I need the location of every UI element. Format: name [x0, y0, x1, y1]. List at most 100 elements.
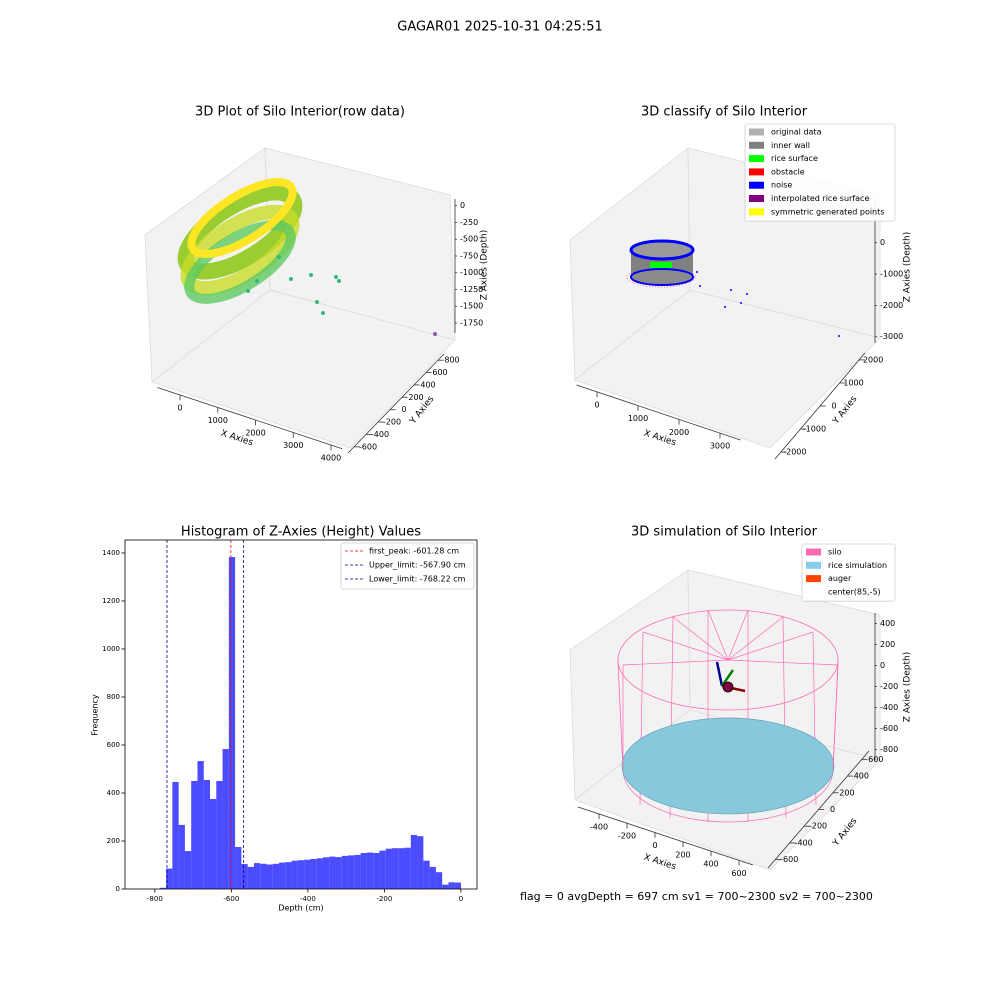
z-tick-label: -1750: [460, 318, 483, 327]
bar: [184, 851, 192, 889]
x-tick-label: 0: [177, 404, 182, 413]
x-tick-label: -800: [147, 895, 163, 903]
y-tick-label: -400: [371, 430, 389, 439]
bar: [404, 847, 411, 889]
bar: [279, 862, 286, 889]
bar: [360, 852, 367, 889]
bar: [241, 864, 248, 889]
x-tick-label: -200: [618, 832, 636, 841]
legend-label: Lower_limit: -768.22 cm: [369, 575, 466, 584]
bar: [210, 798, 217, 889]
legend-label: auger: [828, 574, 852, 583]
legend-label: symmetric generated points: [771, 207, 884, 216]
bar: [366, 852, 374, 889]
z-axis-label: Z Axies (Depth): [903, 232, 913, 303]
bar: [373, 852, 380, 889]
z-tick-label: -500: [460, 235, 478, 244]
bar: [222, 749, 229, 889]
legend-label: noise: [771, 181, 792, 190]
x-tick-label: 2000: [245, 429, 265, 438]
legend-label: rice surface: [771, 154, 818, 163]
bar: [253, 863, 261, 889]
bar: [417, 836, 424, 889]
x-tick-label: 3000: [283, 441, 303, 450]
x-tick-label: 600: [731, 869, 746, 878]
z-tick-label: 0: [460, 201, 465, 210]
z-tick-label: 400: [880, 619, 895, 628]
y-tick-label: 1000: [102, 645, 120, 653]
bar: [228, 557, 236, 889]
z-tick-label: -750: [460, 251, 478, 260]
z-tick-label: -400: [880, 703, 898, 712]
silo-wireframe-top: [617, 609, 839, 771]
x-tick-label: 1000: [628, 414, 648, 423]
bar: [429, 866, 436, 889]
legend-swatch: [749, 141, 764, 149]
legend-box: [801, 543, 896, 602]
bar: [247, 866, 254, 889]
x-tick-label: 3000: [710, 442, 730, 451]
bar: [322, 857, 330, 889]
bar: [272, 863, 280, 889]
status-text: flag = 0 avgDepth = 697 cm sv1 = 700~230…: [520, 890, 873, 903]
z-tick-label: -200: [880, 682, 898, 691]
x-tick-label: 400: [703, 860, 718, 869]
bar: [304, 859, 311, 889]
bar: [398, 848, 405, 889]
legend-swatch: [806, 548, 821, 556]
legend-box: [744, 123, 896, 222]
legend-label: original data: [771, 128, 822, 137]
x-tick-label: 0: [652, 841, 657, 850]
legend-label: obstacle: [771, 167, 805, 176]
bar: [285, 862, 292, 889]
y-tick-label: -200: [809, 822, 827, 831]
y-tick-label: -200: [383, 418, 401, 427]
axis-line: [576, 384, 741, 441]
point-cloud-0: [177, 178, 437, 336]
y-tick-label: 1000: [843, 378, 863, 387]
x-tick-label: -600: [223, 895, 239, 903]
bar: [178, 824, 185, 889]
bar: [316, 858, 323, 889]
y-tick-label: 400: [107, 789, 120, 797]
legend-label: silo: [828, 548, 842, 557]
legend-swatch: [749, 168, 764, 176]
z-tick-label: 200: [880, 640, 895, 649]
suptitle: GAGAR01 2025-10-31 04:25:51: [397, 20, 602, 35]
x-tick-label: 200: [675, 850, 690, 859]
x-tick-label: 4000: [321, 454, 341, 463]
x-tick-label: 1000: [208, 416, 228, 425]
x-tick-label: -200: [376, 895, 392, 903]
y-tick-label: 0: [830, 805, 835, 814]
y-axis-label: Frequency: [91, 694, 100, 736]
y-tick-label: -600: [359, 442, 377, 451]
axis-line: [157, 387, 343, 450]
bar: [391, 848, 399, 889]
legend-label: rice simulation: [828, 561, 887, 570]
legend-swatch: [749, 155, 764, 163]
y-tick-label: 2000: [863, 355, 883, 364]
legend-swatch: [749, 128, 764, 136]
y-tick-label: 200: [107, 837, 120, 845]
chart-title: Histogram of Z-Axies (Height) Values: [181, 525, 421, 540]
bar: [335, 857, 342, 889]
z-tick-label: -600: [880, 724, 898, 733]
chart-title: 3D classify of Silo Interior: [641, 105, 808, 120]
axis-line: [577, 806, 754, 866]
bar: [423, 860, 430, 889]
legend-label: Upper_limit: -567.90 cm: [369, 561, 466, 570]
chart-title: 3D simulation of Silo Interior: [631, 525, 818, 540]
legend-swatch: [806, 561, 821, 569]
y-tick-label: 0: [116, 885, 120, 893]
z-axis-label: Z Axies (Depth): [480, 230, 490, 301]
axis-line: [347, 353, 445, 454]
chart-title: 3D Plot of Silo Interior(row data): [195, 105, 405, 120]
z-tick-label: -250: [460, 218, 478, 227]
y-tick-label: 800: [107, 693, 120, 701]
z-tick-label: -3000: [880, 332, 903, 341]
bar: [203, 780, 211, 889]
y-tick-label: 400: [420, 380, 435, 389]
y-tick-label: 400: [854, 772, 869, 781]
legend-box: [340, 542, 475, 590]
auger: [715, 661, 746, 693]
